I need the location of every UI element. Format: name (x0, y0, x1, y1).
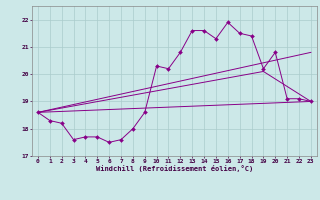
X-axis label: Windchill (Refroidissement éolien,°C): Windchill (Refroidissement éolien,°C) (96, 165, 253, 172)
